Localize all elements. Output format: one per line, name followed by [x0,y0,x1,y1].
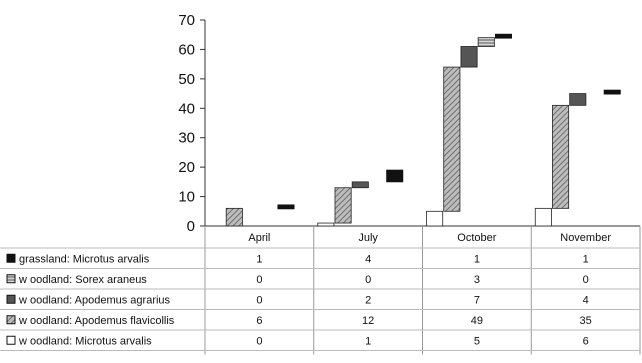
y-tick-label: 70 [178,12,195,29]
bar-grassland-microtus-arvalis-april [277,204,295,210]
legend-key [6,315,16,325]
table-cell: 0 [256,335,262,347]
bar-w-oodland-microtus-arvalis-october [426,210,444,227]
table-cell: 1 [583,253,589,265]
table-cell: 1 [256,253,262,265]
table-cell: 1 [365,335,371,347]
bar-w-oodland-apodemus-agrarius-july [351,181,369,189]
category-label-july: July [358,232,378,244]
table-cell: 4 [583,294,589,306]
table-cell: 0 [256,274,262,286]
chart-axes: 0 10 20 30 40 50 60 70 [178,12,640,235]
bar-w-oodland-apodemus-agrarius-october [460,46,478,68]
legend-key [6,335,16,345]
table-cell: 35 [580,315,592,327]
chart-bars [225,33,621,227]
table-cell: 2 [365,294,371,306]
table-cell: 3 [474,274,480,286]
bar-grassland-microtus-arvalis-july [386,169,404,183]
series-label: grassland: Microtus arvalis [19,253,150,265]
table-cell: 7 [474,294,480,306]
series-label: w oodland: Apodemus agrarius [18,294,171,306]
table-cell: 6 [583,335,589,347]
legend-key [6,294,16,304]
table-cell: 0 [365,274,371,286]
legend-key [6,253,16,263]
y-tick-label: 0 [187,218,195,235]
series-label: w oodland: Sorex araneus [18,274,147,286]
table-cell: 0 [256,294,262,306]
table-cell: 1 [474,253,480,265]
bar-w-oodland-apodemus-agrarius-november [569,93,587,106]
bar-w-oodland-sorex-araneus-october [477,37,495,47]
bar-w-oodland-apodemus-flavicollis-november [552,104,570,209]
y-tick-label: 40 [178,100,195,117]
y-tick-label: 30 [178,130,195,147]
category-label-october: October [457,232,496,244]
bar-grassland-microtus-arvalis-november [603,89,621,95]
y-tick-label: 60 [178,41,195,58]
bar-w-oodland-microtus-arvalis-july [317,222,335,227]
data-table: April July October November grassland: Micro… [0,226,641,355]
bar-w-oodland-apodemus-flavicollis-october [443,66,461,212]
table-cell: 12 [362,315,374,327]
bar-w-oodland-apodemus-flavicollis-july [334,187,352,224]
bar-w-oodland-apodemus-flavicollis-april [225,207,243,227]
y-tick-label: 20 [178,159,195,176]
series-label: w oodland: Microtus arvalis [18,335,152,347]
table-cell: 4 [365,253,371,265]
series-label: w oodland: Apodemus flavicollis [18,315,175,327]
legend-key [6,274,16,284]
table-cell: 5 [474,335,480,347]
bar-grassland-microtus-arvalis-october [494,33,512,39]
y-tick-label: 10 [178,189,195,206]
bar-w-oodland-microtus-arvalis-november [534,207,552,227]
category-label-april: April [248,232,270,244]
table-cell: 0 [583,274,589,286]
category-label-november: November [560,232,611,244]
table-cell: 49 [471,315,483,327]
table-cell: 6 [256,315,262,327]
y-tick-label: 50 [178,71,195,88]
